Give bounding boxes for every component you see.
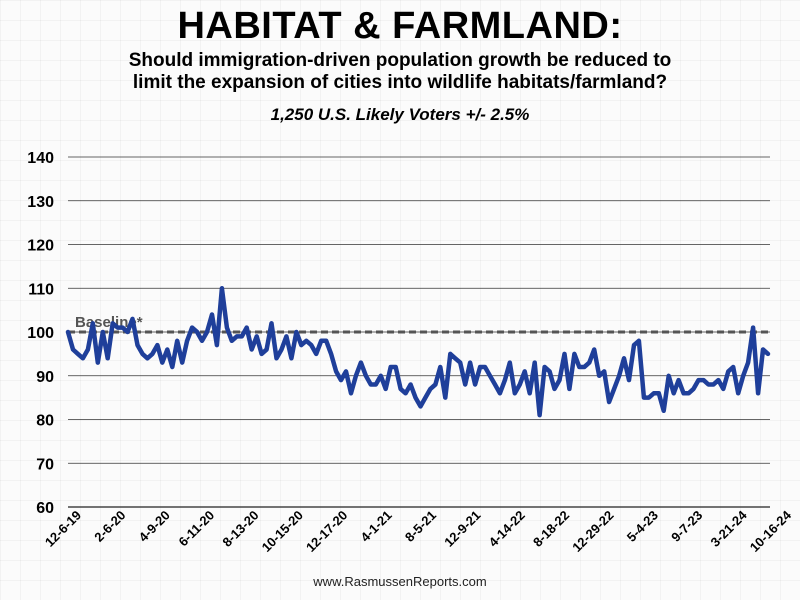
x-tick-label: 10-16-24 (747, 507, 795, 555)
x-axis-ticks: 12-6-19 2-6-20 4-9-20 6-11-20 8-13-2010-15-2… (42, 507, 795, 555)
subtitle-line-1: Should immigration-driven population gro… (128, 50, 672, 71)
chart-subtitle: Should immigration-driven population gro… (0, 50, 800, 94)
series-lines (65, 286, 771, 418)
y-tick-label: 140 (27, 150, 54, 167)
x-tick-label: 4-9-20 (136, 508, 173, 545)
y-tick-label: 130 (27, 194, 54, 211)
y-tick-label: 110 (28, 281, 54, 298)
x-tick-label: 3-21-24 (707, 507, 750, 550)
x-tick-label: 4-1-21 (358, 508, 395, 545)
x-tick-label: 5-4-23 (624, 508, 661, 545)
x-tick-label: 4-14-22 (486, 508, 528, 550)
source-credit: www.RasmussenReports.com (313, 574, 487, 589)
x-tick-label: 12-17-20 (303, 508, 350, 555)
x-tick-label: 12-29-22 (569, 508, 616, 555)
y-tick-label: 100 (27, 325, 54, 342)
y-axis-ticks: 60 70 80 90 100 110 120 130 140 (27, 150, 54, 517)
x-tick-label: 6-11-20 (175, 508, 217, 550)
x-tick-label: 10-15-20 (259, 508, 306, 555)
x-tick-label: 8-5-21 (402, 508, 439, 545)
baseline: Baseline* (68, 314, 770, 334)
y-tick-label: 120 (27, 238, 54, 255)
chart-title: HABITAT & FARMLAND: (177, 5, 623, 47)
series-line (65, 286, 771, 418)
y-tick-label: 60 (36, 500, 54, 517)
y-tick-label: 80 (36, 413, 54, 430)
y-tick-label: 70 (36, 456, 54, 473)
x-tick-label: 12-9-21 (441, 508, 483, 550)
subtitle-line-2: limit the expansion of cities into wildl… (132, 72, 668, 93)
x-tick-label: 8-18-22 (530, 508, 572, 550)
sample-note: 1,250 U.S. Likely Voters +/- 2.5% (270, 105, 530, 124)
y-tick-label: 90 (36, 369, 54, 386)
x-tick-label: 8-13-20 (219, 508, 261, 550)
x-tick-label: 2-6-20 (91, 508, 128, 545)
x-tick-label: 9-7-23 (668, 508, 705, 545)
